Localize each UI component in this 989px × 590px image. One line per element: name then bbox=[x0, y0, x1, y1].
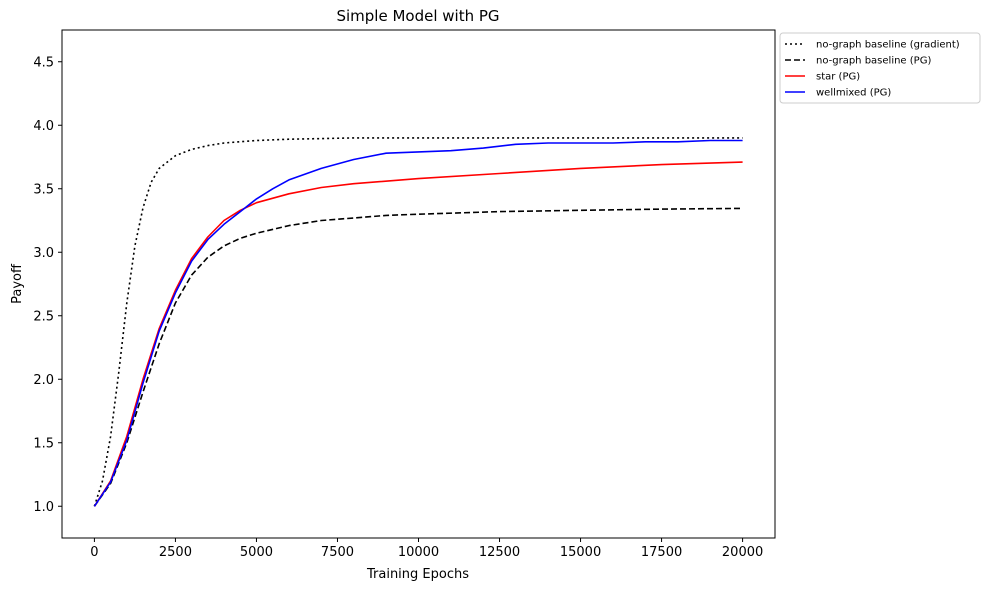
y-tick-label: 3.0 bbox=[33, 246, 54, 261]
y-tick-label: 1.5 bbox=[33, 436, 54, 451]
series-line-2 bbox=[93, 207, 743, 507]
legend: no-graph baseline (gradient) no-graph bas… bbox=[779, 32, 981, 104]
x-tick-label: 10000 bbox=[398, 545, 439, 560]
legend-label-4: wellmixed (PG) bbox=[816, 88, 891, 99]
y-tick-label: 1.0 bbox=[33, 500, 54, 515]
x-axis-label: Training Epochs bbox=[366, 567, 469, 582]
x-tick-label: 15000 bbox=[560, 545, 601, 560]
chart-title: Simple Model with PG bbox=[336, 7, 499, 25]
y-tick-label: 2.5 bbox=[33, 309, 54, 324]
legend-label-3: star (PG) bbox=[816, 72, 860, 83]
y-tick-label: 4.5 bbox=[33, 55, 54, 70]
x-tick-label: 17500 bbox=[641, 545, 682, 560]
x-axis: 0 2500 5000 7500 10000 12500 15000 17500 20000 bbox=[90, 538, 763, 560]
y-axis: 1.0 1.5 2.0 2.5 3.0 3.5 4.0 4.5 bbox=[33, 55, 62, 515]
x-tick-label: 7500 bbox=[321, 545, 354, 560]
series-line-3 bbox=[93, 161, 743, 507]
y-tick-label: 3.5 bbox=[33, 182, 54, 197]
y-tick-label: 4.0 bbox=[33, 119, 54, 134]
series-line-1 bbox=[93, 137, 743, 507]
legend-label-1: no-graph baseline (gradient) bbox=[816, 40, 960, 51]
x-tick-label: 20000 bbox=[722, 545, 763, 560]
plot-lines bbox=[93, 137, 743, 507]
legend-box bbox=[779, 32, 981, 104]
y-axis-label: Payoff bbox=[10, 263, 25, 304]
x-tick-label: 0 bbox=[90, 545, 98, 560]
series-line-4 bbox=[93, 139, 743, 507]
x-tick-label: 2500 bbox=[159, 545, 192, 560]
x-tick-label: 5000 bbox=[240, 545, 273, 560]
y-tick-label: 2.0 bbox=[33, 373, 54, 388]
legend-label-2: no-graph baseline (PG) bbox=[816, 56, 931, 67]
x-tick-label: 12500 bbox=[479, 545, 520, 560]
